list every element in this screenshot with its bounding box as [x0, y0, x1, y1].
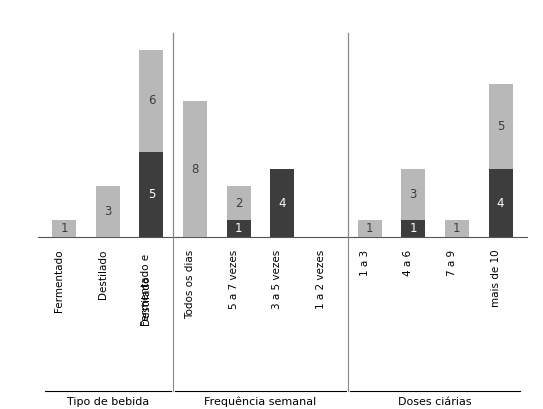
Bar [140, 152, 163, 237]
Text: 5: 5 [148, 188, 155, 201]
Bar [401, 169, 425, 220]
Text: Tipo de bebida: Tipo de bebida [67, 397, 149, 407]
Text: 4 a 6: 4 a 6 [403, 249, 413, 276]
Bar [52, 220, 76, 237]
Text: 1 a 2 vezes: 1 a 2 vezes [316, 249, 326, 309]
Text: 4: 4 [497, 197, 504, 210]
Text: 3 a 5 vezes: 3 a 5 vezes [273, 249, 282, 309]
Bar [358, 220, 382, 237]
Text: 6: 6 [148, 94, 155, 108]
Text: Frequência semanal: Frequência semanal [204, 397, 317, 407]
Text: 1: 1 [453, 222, 460, 235]
Bar [270, 169, 294, 237]
Text: Fermentado: Fermentado [54, 249, 64, 312]
Text: 5 a 7 vezes: 5 a 7 vezes [229, 249, 239, 309]
Text: Doses ciárias: Doses ciárias [398, 397, 472, 407]
Bar [96, 186, 120, 237]
Bar [489, 169, 513, 237]
Bar [140, 50, 163, 152]
Text: Destilado: Destilado [142, 276, 151, 326]
Text: Todos os dias: Todos os dias [185, 249, 195, 319]
Text: 3: 3 [409, 188, 417, 201]
Bar [227, 220, 251, 237]
Text: 7 a 9: 7 a 9 [447, 249, 457, 276]
Text: Fermentado e: Fermentado e [142, 254, 151, 326]
Bar [489, 84, 513, 169]
Text: 5: 5 [497, 120, 504, 133]
Bar [227, 186, 251, 220]
Text: Destilado: Destilado [98, 249, 108, 299]
Bar [445, 220, 469, 237]
Bar [401, 220, 425, 237]
Text: 1: 1 [409, 222, 417, 235]
Text: 2: 2 [235, 197, 243, 210]
Text: 1: 1 [366, 222, 374, 235]
Text: 3: 3 [104, 205, 111, 218]
Text: 1: 1 [60, 222, 68, 235]
Text: 1 a 3: 1 a 3 [359, 249, 370, 276]
Text: mais de 10: mais de 10 [490, 249, 501, 307]
Text: 4: 4 [279, 197, 286, 210]
Bar [183, 101, 207, 237]
Text: 1: 1 [235, 222, 243, 235]
Text: 8: 8 [191, 162, 199, 175]
